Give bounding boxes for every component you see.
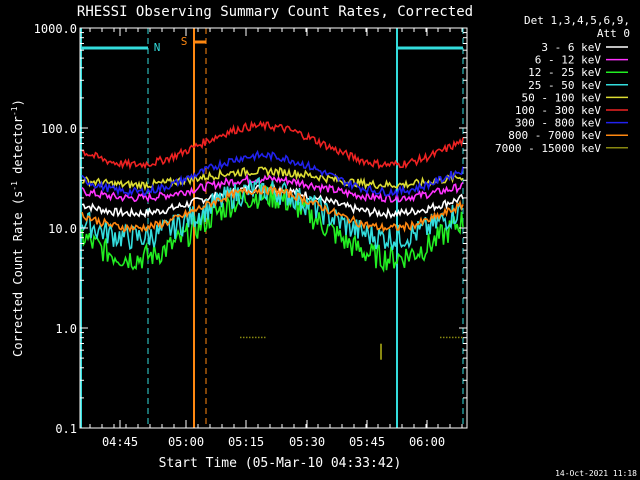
legend-label-7: 300 - 800 keV [515, 117, 601, 130]
y-tick-label: 1000.0 [34, 22, 77, 36]
night-label: N [154, 41, 161, 54]
legend-label-1: 3 - 6 keV [541, 41, 601, 54]
legend-label-5: 50 - 100 keV [522, 91, 602, 104]
x-axis-label: Start Time (05-Mar-10 04:33:42) [159, 456, 402, 471]
x-tick-label: 05:30 [289, 435, 325, 449]
series-point-9 [261, 336, 263, 339]
y-axis-label-sup2: -1 [10, 106, 19, 116]
chart-title: RHESSI Observing Summary Count Rates, Co… [77, 4, 473, 20]
series-point-9 [246, 336, 248, 339]
series-point-9 [258, 336, 260, 339]
saa-label: S [181, 35, 188, 48]
footer-timestamp: 14-Oct-2021 11:18 [555, 469, 637, 478]
y-axis-label: Corrected Count Rate (s-1 detector-1) [10, 99, 25, 357]
y-axis-label-part1: Corrected Count Rate (s [11, 191, 25, 357]
x-tick-label: 05:00 [168, 435, 204, 449]
series-point-9 [255, 336, 257, 339]
x-tick-label: 06:00 [409, 435, 445, 449]
x-tick-label: 05:15 [228, 435, 264, 449]
y-tick-label: 100.0 [41, 122, 77, 136]
y-axis-label-part3: ) [11, 99, 25, 106]
series-line-3 [81, 184, 464, 274]
legend-header-line2: Att 0 [597, 27, 630, 40]
y-axis-label-sup1: -1 [10, 181, 19, 191]
y-axis: 1000.0 100.0 10.0 1.0 0.1 [34, 22, 467, 436]
series-point-9 [449, 336, 451, 339]
series-line-5 [81, 166, 464, 192]
x-axis: 04:45 05:00 05:15 05:30 05:45 06:00 [89, 28, 463, 449]
series-line-7 [81, 149, 464, 198]
legend-header-line1: Det 1,3,4,5,6,9, [524, 14, 630, 27]
series-point-9 [461, 336, 463, 339]
legend-label-8: 800 - 7000 keV [508, 129, 601, 142]
series-line-4 [81, 176, 464, 251]
series-point-9 [455, 336, 457, 339]
series-point-9 [440, 336, 442, 339]
y-axis-label-part2: detector [11, 116, 25, 181]
series-line-8 [81, 185, 464, 234]
series-line-6 [81, 120, 464, 171]
y-tick-label: 10.0 [48, 222, 77, 236]
series-point-9 [249, 336, 251, 339]
series-point-9 [264, 336, 266, 339]
series-point-9 [252, 336, 254, 339]
series-point-9 [243, 336, 245, 339]
y-tick-label: 0.1 [55, 422, 77, 436]
series-point-9 [452, 336, 454, 339]
legend-label-9: 7000 - 15000 keV [495, 142, 601, 155]
series-point-9 [458, 336, 460, 339]
x-tick-label: 05:45 [349, 435, 385, 449]
x-tick-label: 04:45 [102, 435, 138, 449]
series-point-9 [446, 336, 448, 339]
y-tick-label: 1.0 [55, 322, 77, 336]
legend-label-3: 12 - 25 keV [528, 66, 601, 79]
legend-label-6: 100 - 300 keV [515, 104, 601, 117]
legend-label-2: 6 - 12 keV [535, 54, 602, 67]
series-point-9 [443, 336, 445, 339]
series-point-9 [240, 336, 242, 339]
legend-label-4: 25 - 50 keV [528, 79, 601, 92]
